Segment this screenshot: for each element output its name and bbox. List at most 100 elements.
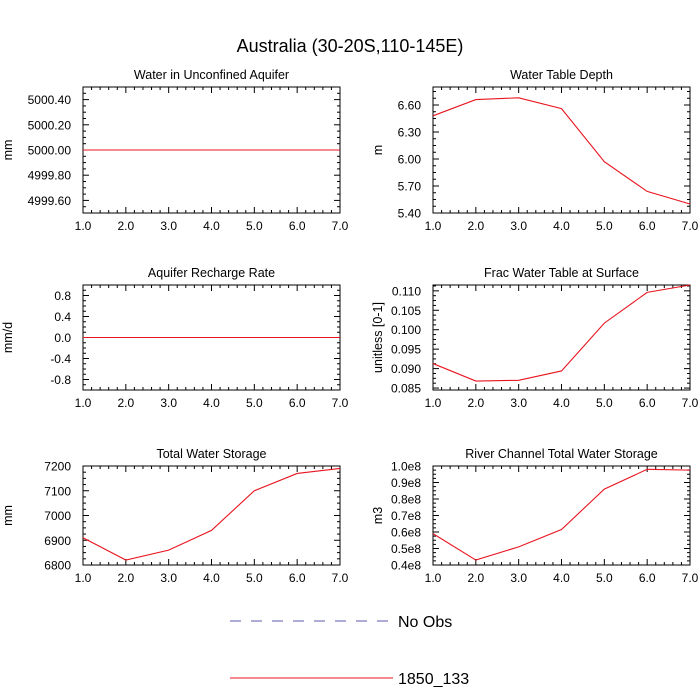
y-tick-label: 6.00 xyxy=(398,153,422,167)
plot-frame xyxy=(82,465,341,566)
x-tick-label: 7.0 xyxy=(682,396,699,410)
y-tick-label: 7100 xyxy=(44,484,71,498)
y-tick-label: 7200 xyxy=(44,460,71,474)
y-tick-label: 6.30 xyxy=(398,126,422,140)
x-tick-label: 6.0 xyxy=(639,396,656,410)
x-tick-label: 2.0 xyxy=(467,396,484,410)
y-tick-label: 0.8 xyxy=(54,289,71,303)
y-axis-label: m3 xyxy=(371,507,385,524)
y-axis-label: mm xyxy=(1,140,15,161)
x-tick-label: 4.0 xyxy=(203,571,220,585)
y-tick-label: 6.60 xyxy=(398,99,422,113)
x-tick-label: 4.0 xyxy=(203,219,220,233)
chart-panel: Aquifer Recharge Rate 1.0 2.0 3.0 4.0 5.0 6.0 7… xyxy=(1,266,349,410)
chart-title: River Channel Total Water Storage xyxy=(465,447,658,461)
chart-panel: Total Water Storage 1.0 2.0 3.0 4.0 5.0 6.0 7.0… xyxy=(1,447,349,585)
legend: No Obs 1850_133 xyxy=(230,614,469,688)
x-tick-label: 4.0 xyxy=(553,396,570,410)
x-tick-label: 1.0 xyxy=(75,396,92,410)
chart-title: Total Water Storage xyxy=(156,447,266,461)
y-tick-label: 5000.20 xyxy=(28,118,72,132)
y-tick-label: 0.105 xyxy=(391,304,421,318)
x-tick-label: 3.0 xyxy=(510,571,527,585)
series-line-1850_133 xyxy=(432,97,691,205)
chart-panel: Water Table Depth 1.0 2.0 3.0 4.0 5.0 6.0 7.0 5.… xyxy=(371,68,699,233)
y-tick-label: 0.0 xyxy=(54,331,71,345)
x-tick-label: 1.0 xyxy=(425,219,442,233)
x-tick-label: 6.0 xyxy=(639,219,656,233)
x-tick-label: 7.0 xyxy=(332,396,349,410)
y-tick-label: 0.110 xyxy=(392,284,421,298)
x-tick-label: 7.0 xyxy=(682,571,699,585)
y-tick-label: 0.100 xyxy=(391,323,421,337)
y-tick-label: 0.7e8 xyxy=(391,509,421,523)
y-tick-label: 0.5e8 xyxy=(391,542,421,556)
x-tick-label: 1.0 xyxy=(75,571,92,585)
x-tick-label: 2.0 xyxy=(117,219,134,233)
x-tick-label: 6.0 xyxy=(289,571,306,585)
series-line-1850_133 xyxy=(432,468,691,561)
x-tick-label: 3.0 xyxy=(510,219,527,233)
chart-panel: Frac Water Table at Surface 1.0 2.0 3.0 4.0 5… xyxy=(371,266,699,410)
figure-title: Australia (30-20S,110-145E) xyxy=(237,36,464,56)
y-tick-label: 5000.40 xyxy=(28,93,72,107)
y-tick-label: 0.8e8 xyxy=(391,493,421,507)
y-axis-label: mm xyxy=(1,505,15,526)
x-tick-label: 1.0 xyxy=(425,396,442,410)
y-tick-label: 4999.60 xyxy=(28,194,72,208)
chart-title: Aquifer Recharge Rate xyxy=(148,266,275,280)
x-tick-label: 5.0 xyxy=(246,571,263,585)
y-tick-label: 4999.80 xyxy=(28,169,72,183)
x-tick-label: 4.0 xyxy=(553,219,570,233)
series-line-1850_133 xyxy=(432,284,691,382)
x-tick-label: 5.0 xyxy=(246,219,263,233)
plot-frame xyxy=(432,284,691,391)
y-tick-label: -0.8 xyxy=(50,373,71,387)
chart-panel: River Channel Total Water Storage 1.0 2.0 3… xyxy=(371,447,699,585)
legend-label: No Obs xyxy=(398,614,452,631)
y-axis-label: m xyxy=(371,145,385,155)
x-tick-label: 3.0 xyxy=(160,571,177,585)
chart-title: Water in Unconfined Aquifer xyxy=(134,68,289,82)
y-tick-label: 0.095 xyxy=(391,343,421,357)
y-tick-label: -0.4 xyxy=(50,352,71,366)
x-tick-label: 5.0 xyxy=(596,396,613,410)
y-tick-label: 5.40 xyxy=(398,207,422,221)
plot-frame xyxy=(432,86,691,214)
y-tick-label: 6800 xyxy=(44,559,71,573)
x-tick-label: 4.0 xyxy=(203,396,220,410)
y-axis-label: unitless [0-1] xyxy=(371,302,385,373)
chart-title: Frac Water Table at Surface xyxy=(484,266,639,280)
x-tick-label: 2.0 xyxy=(467,219,484,233)
plot-frame xyxy=(432,465,691,566)
x-tick-label: 3.0 xyxy=(510,396,527,410)
y-tick-label: 0.6e8 xyxy=(391,526,421,540)
series-line-1850_133 xyxy=(82,467,341,561)
y-tick-label: 0.4e8 xyxy=(391,559,421,573)
y-tick-label: 5000.00 xyxy=(28,144,72,158)
y-tick-label: 1.0e8 xyxy=(391,460,421,474)
x-tick-label: 2.0 xyxy=(467,571,484,585)
y-tick-label: 0.085 xyxy=(391,382,421,396)
x-tick-label: 7.0 xyxy=(332,571,349,585)
x-tick-label: 4.0 xyxy=(553,571,570,585)
legend-label: 1850_133 xyxy=(398,671,469,688)
x-tick-label: 5.0 xyxy=(596,571,613,585)
x-tick-label: 3.0 xyxy=(160,396,177,410)
y-tick-label: 0.4 xyxy=(54,310,71,324)
y-tick-label: 6900 xyxy=(44,534,71,548)
y-tick-label: 0.090 xyxy=(391,362,421,376)
panels: Water in Unconfined Aquifer 1.0 2.0 3.0 4.0 5… xyxy=(1,68,699,585)
x-tick-label: 2.0 xyxy=(117,571,134,585)
x-tick-label: 6.0 xyxy=(639,571,656,585)
x-tick-label: 7.0 xyxy=(332,219,349,233)
chart-panel: Water in Unconfined Aquifer 1.0 2.0 3.0 4.0 5… xyxy=(1,68,349,233)
x-tick-label: 1.0 xyxy=(75,219,92,233)
x-tick-label: 3.0 xyxy=(160,219,177,233)
x-tick-label: 5.0 xyxy=(596,219,613,233)
chart-title: Water Table Depth xyxy=(510,68,613,82)
x-tick-label: 6.0 xyxy=(289,396,306,410)
x-tick-label: 1.0 xyxy=(425,571,442,585)
x-tick-label: 7.0 xyxy=(682,219,699,233)
